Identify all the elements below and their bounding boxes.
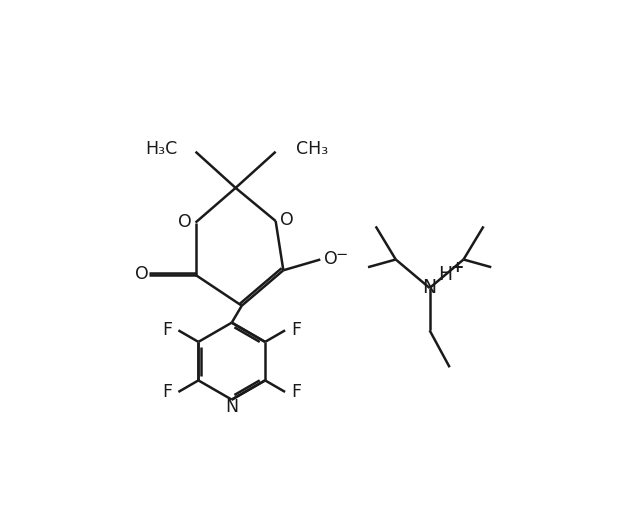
Text: N: N: [225, 399, 238, 416]
Text: H₃C: H₃C: [145, 139, 177, 158]
Text: O: O: [135, 265, 148, 283]
Text: CH₃: CH₃: [296, 139, 328, 158]
Text: O: O: [178, 213, 191, 231]
Text: −: −: [336, 246, 348, 262]
Text: H: H: [438, 265, 452, 283]
Text: F: F: [291, 383, 301, 401]
Text: +: +: [451, 261, 464, 275]
Text: N: N: [422, 278, 436, 298]
Text: O: O: [324, 250, 338, 268]
Text: F: F: [163, 383, 172, 401]
Text: O: O: [280, 211, 293, 229]
Text: F: F: [291, 321, 301, 339]
Text: F: F: [163, 321, 172, 339]
